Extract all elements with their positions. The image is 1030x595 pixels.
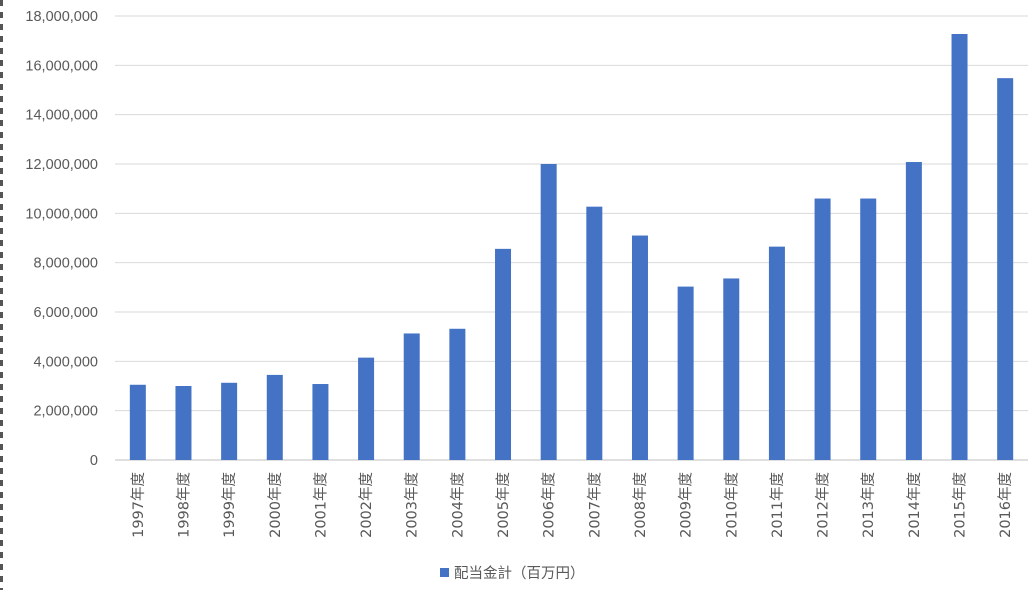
x-tick-label: 2003年度 — [404, 472, 421, 538]
bar — [175, 386, 192, 460]
x-tick-label: 2004年度 — [449, 472, 466, 538]
bar — [586, 206, 603, 460]
x-tick-label: 2001年度 — [312, 472, 329, 538]
y-tick-label: 10,000,000 — [25, 206, 98, 222]
y-tick-label: 4,000,000 — [33, 354, 98, 370]
bar — [951, 34, 968, 461]
bar — [403, 333, 420, 460]
bar — [358, 357, 375, 460]
x-tick-label: 2006年度 — [541, 472, 558, 538]
bar — [860, 198, 877, 461]
x-tick-label: 2000年度 — [267, 472, 284, 538]
y-tick-label: 16,000,000 — [25, 58, 98, 74]
bar — [905, 162, 922, 460]
x-tick-label: 2009年度 — [678, 472, 695, 538]
x-tick-label: 2008年度 — [632, 472, 649, 538]
bar — [495, 248, 512, 460]
legend: 配当金計（百万円） — [440, 561, 585, 583]
y-tick-label: 0 — [90, 453, 98, 469]
bar — [677, 286, 694, 460]
legend-label: 配当金計（百万円） — [454, 565, 585, 582]
y-tick-label: 2,000,000 — [33, 404, 98, 420]
x-tick-label: 2007年度 — [586, 472, 603, 538]
x-axis-ticks: 1997年度 1998年度 1999年度 2000年度 2001年度 2002年度 2003… — [130, 472, 1014, 538]
x-tick-label: 2012年度 — [815, 472, 832, 538]
bar — [221, 382, 238, 460]
x-tick-label: 1999年度 — [221, 472, 238, 538]
x-tick-label: 1998年度 — [175, 472, 192, 538]
bar — [129, 384, 146, 460]
legend-swatch — [440, 567, 449, 577]
bar — [768, 246, 785, 460]
bar — [631, 235, 648, 460]
x-tick-label: 2016年度 — [997, 472, 1014, 538]
y-tick-label: 8,000,000 — [33, 256, 98, 272]
y-tick-label: 14,000,000 — [25, 108, 98, 124]
x-tick-label: 2015年度 — [952, 472, 969, 538]
x-tick-label: 2014年度 — [906, 472, 923, 538]
bar — [814, 198, 831, 461]
y-tick-label: 6,000,000 — [33, 305, 98, 321]
bar — [540, 164, 557, 460]
y-tick-label: 12,000,000 — [25, 157, 98, 173]
x-tick-label: 2011年度 — [769, 472, 786, 538]
bar — [266, 374, 283, 460]
bar — [723, 278, 740, 460]
y-axis-ticks: 0 2,000,000 4,000,000 6,000,000 8,000,000 10,… — [25, 9, 98, 469]
gridlines — [115, 15, 1028, 412]
window-left-edge — [0, 0, 3, 590]
x-tick-label: 2002年度 — [358, 472, 375, 538]
y-tick-label: 18,000,000 — [25, 9, 98, 25]
x-tick-label: 2013年度 — [860, 472, 877, 538]
bar — [449, 328, 466, 460]
bars — [129, 34, 1014, 461]
bar — [997, 78, 1014, 460]
bar — [312, 384, 329, 460]
x-tick-label: 2005年度 — [495, 472, 512, 538]
x-tick-label: 2010年度 — [723, 472, 740, 538]
x-tick-label: 1997年度 — [130, 472, 147, 538]
